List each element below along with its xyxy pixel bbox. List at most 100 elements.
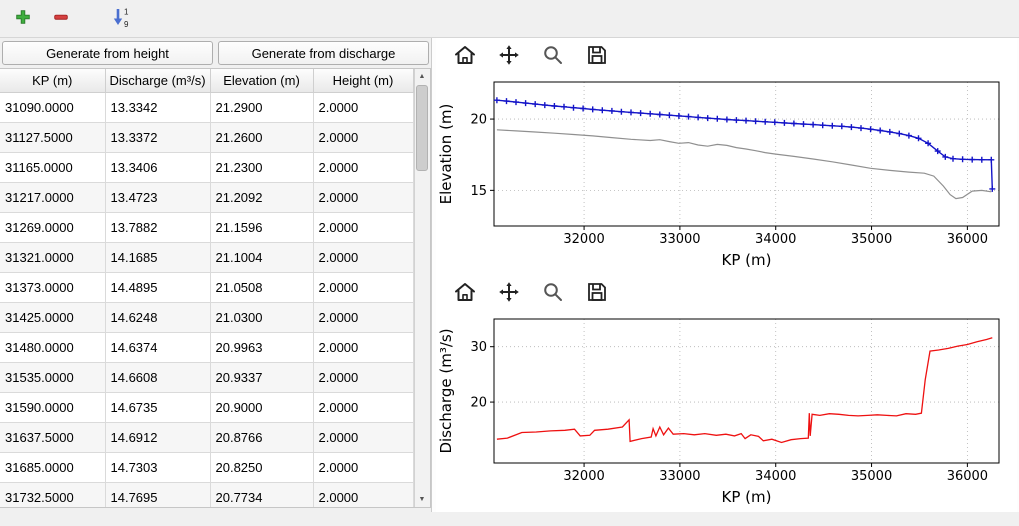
add-row-button[interactable]: [8, 5, 38, 33]
table-cell[interactable]: 13.3342: [105, 92, 211, 123]
home-icon: [453, 280, 477, 307]
table-cell[interactable]: 31732.5000: [0, 482, 106, 507]
main-toolbar: 1 9: [0, 0, 1019, 38]
table-cell[interactable]: 13.7882: [105, 212, 211, 243]
table-cell[interactable]: 31637.5000: [0, 422, 106, 453]
remove-row-button[interactable]: [46, 5, 76, 33]
table-cell[interactable]: 31165.0000: [0, 152, 106, 183]
table-row: 31637.5000 14.6912 20.8766 2.0000: [0, 422, 414, 453]
data-table: KP (m) Discharge (m³/s) Elevation (m) Heigh…: [0, 69, 414, 507]
table-cell[interactable]: 2.0000: [313, 272, 414, 303]
table-cell[interactable]: 31425.0000: [0, 302, 106, 333]
table-cell[interactable]: 14.1685: [105, 242, 211, 273]
table-cell[interactable]: 21.1004: [210, 242, 314, 273]
table-cell[interactable]: 31217.0000: [0, 182, 106, 213]
table-cell[interactable]: 2.0000: [313, 422, 414, 453]
table-cell[interactable]: 13.4723: [105, 182, 211, 213]
save-icon: [585, 280, 609, 307]
table-cell[interactable]: 13.3372: [105, 122, 211, 153]
table-cell[interactable]: 2.0000: [313, 242, 414, 273]
table-cell[interactable]: 31685.0000: [0, 452, 106, 483]
table-cell[interactable]: 14.6248: [105, 302, 211, 333]
table-cell[interactable]: 31090.0000: [0, 92, 106, 123]
table-cell[interactable]: 2.0000: [313, 212, 414, 243]
table-cell[interactable]: 20.9000: [210, 392, 314, 423]
column-header[interactable]: Height (m): [312, 69, 414, 93]
pan-button[interactable]: [494, 41, 524, 71]
x-tick-label: 34000: [755, 469, 796, 484]
save-button[interactable]: [582, 41, 612, 71]
table-row: 31480.0000 14.6374 20.9963 2.0000: [0, 332, 414, 363]
table-cell[interactable]: 14.6374: [105, 332, 211, 363]
save-button[interactable]: [582, 278, 612, 308]
table-cell[interactable]: 21.0300: [210, 302, 314, 333]
discharge-chart[interactable]: 32000 33000 34000 35000 36000 20 30 KP (m) Disch…: [436, 311, 1011, 509]
scroll-down-arrow[interactable]: ▼: [418, 496, 426, 503]
table-cell[interactable]: 14.6912: [105, 422, 211, 453]
table-cell[interactable]: 31590.0000: [0, 392, 106, 423]
table-cell[interactable]: 21.2600: [210, 122, 314, 153]
elevation-chart[interactable]: 32000 33000 34000 35000 36000 15 20 KP (m) Eleva…: [436, 74, 1011, 272]
scrollbar-track[interactable]: [415, 84, 430, 492]
table-cell[interactable]: 20.9337: [210, 362, 314, 393]
column-header[interactable]: KP (m): [0, 69, 106, 93]
table-cell[interactable]: 20.7734: [210, 482, 314, 507]
table-row: 31685.0000 14.7303 20.8250 2.0000: [0, 452, 414, 483]
table-cell[interactable]: 31269.0000: [0, 212, 106, 243]
x-axis-label: KP (m): [722, 488, 772, 506]
table-cell[interactable]: 2.0000: [313, 302, 414, 333]
table-cell[interactable]: 21.2092: [210, 182, 314, 213]
table-cell[interactable]: 21.2900: [210, 92, 314, 123]
table-cell[interactable]: 31480.0000: [0, 332, 106, 363]
table-cell[interactable]: 2.0000: [313, 452, 414, 483]
table-cell[interactable]: 2.0000: [313, 92, 414, 123]
column-header[interactable]: Discharge (m³/s): [104, 69, 211, 93]
table-cell[interactable]: 31321.0000: [0, 242, 106, 273]
table-row: 31269.0000 13.7882 21.1596 2.0000: [0, 212, 414, 243]
table-cell[interactable]: 20.8766: [210, 422, 314, 453]
table-cell[interactable]: 2.0000: [313, 482, 414, 507]
table-cell[interactable]: 31127.5000: [0, 122, 106, 153]
table-row: 31127.5000 13.3372 21.2600 2.0000: [0, 122, 414, 153]
scroll-up-arrow[interactable]: ▲: [418, 73, 426, 80]
table-cell[interactable]: 2.0000: [313, 362, 414, 393]
home-button[interactable]: [450, 278, 480, 308]
table-cell[interactable]: 14.6608: [105, 362, 211, 393]
table-cell[interactable]: 2.0000: [313, 122, 414, 153]
table-cell[interactable]: 20.9963: [210, 332, 314, 363]
x-tick-label: 32000: [563, 469, 604, 484]
table-cell[interactable]: 13.3406: [105, 152, 211, 183]
table-cell[interactable]: 21.2300: [210, 152, 314, 183]
column-header[interactable]: Elevation (m): [209, 69, 314, 93]
table-cell[interactable]: 14.7695: [105, 482, 211, 507]
y-tick-label: 15: [470, 184, 487, 199]
table-cell[interactable]: 21.0508: [210, 272, 314, 303]
table-cell[interactable]: 31535.0000: [0, 362, 106, 393]
discharge-nav-toolbar: [436, 275, 1017, 311]
table-cell[interactable]: 21.1596: [210, 212, 314, 243]
x-tick-label: 36000: [947, 469, 988, 484]
sort-ascending-button[interactable]: 1 9: [106, 5, 136, 33]
generate-from-discharge-button[interactable]: Generate from discharge: [218, 41, 429, 65]
table-cell[interactable]: 14.4895: [105, 272, 211, 303]
zoom-button[interactable]: [538, 278, 568, 308]
scrollbar-thumb[interactable]: [415, 85, 428, 171]
add-icon: [14, 8, 32, 29]
table-scrollbar[interactable]: ▲ ▼: [413, 69, 430, 507]
table-cell[interactable]: 2.0000: [313, 332, 414, 363]
generate-from-height-button[interactable]: Generate from height: [2, 41, 213, 65]
zoom-button[interactable]: [538, 41, 568, 71]
left-panel: Generate from height Generate from disch…: [0, 38, 431, 512]
table-cell[interactable]: 14.6735: [105, 392, 211, 423]
bed-profile-line: [496, 129, 992, 200]
table-cell[interactable]: 2.0000: [313, 152, 414, 183]
table-cell[interactable]: 2.0000: [313, 182, 414, 213]
table-cell[interactable]: 14.7303: [105, 452, 211, 483]
pan-button[interactable]: [494, 278, 524, 308]
home-button[interactable]: [450, 41, 480, 71]
table-cell[interactable]: 2.0000: [313, 392, 414, 423]
table-cell[interactable]: 20.8250: [210, 452, 314, 483]
table-cell[interactable]: 31373.0000: [0, 272, 106, 303]
discharge-chart-block: 32000 33000 34000 35000 36000 20 30 KP (m) Disch…: [436, 275, 1017, 512]
plot-frame: [493, 318, 1000, 464]
